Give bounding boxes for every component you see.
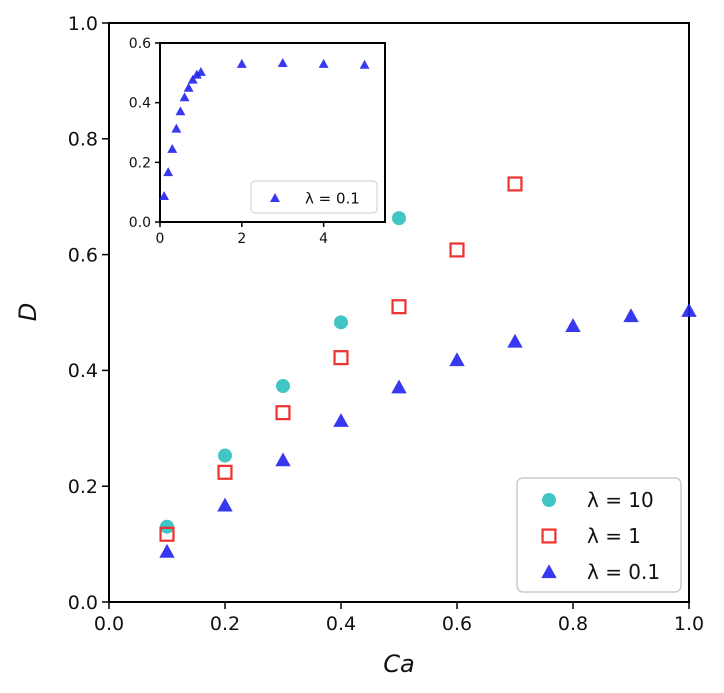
legend-marker bbox=[542, 493, 556, 507]
main-y-ticks: 0.0 0.2 0.4 0.6 0.8 1.0 bbox=[68, 13, 109, 614]
data-point bbox=[681, 303, 697, 317]
legend-label: λ = 1 bbox=[587, 524, 641, 548]
data-point bbox=[159, 543, 175, 558]
data-point bbox=[217, 464, 233, 480]
inset-legend-box bbox=[250, 180, 378, 214]
data-point bbox=[159, 191, 170, 201]
legend-label: λ = 0.1 bbox=[587, 560, 660, 584]
x-tick-label: 0 bbox=[156, 231, 165, 247]
x-tick-label: 0.4 bbox=[326, 613, 356, 635]
data-point bbox=[217, 497, 233, 512]
legend-label: λ = 0.1 bbox=[305, 189, 360, 207]
y-tick-label: 0.4 bbox=[129, 96, 151, 112]
data-point bbox=[183, 82, 194, 92]
data-point bbox=[359, 59, 370, 69]
y-tick-label: 0.4 bbox=[68, 360, 98, 382]
data-point bbox=[391, 379, 407, 394]
y-tick-label: 0.6 bbox=[68, 244, 98, 266]
data-point bbox=[275, 405, 291, 421]
data-point bbox=[623, 308, 639, 323]
data-point bbox=[236, 58, 247, 68]
x-axis-title: Ca bbox=[383, 650, 414, 678]
data-point bbox=[318, 58, 329, 68]
y-tick-label: 0.0 bbox=[129, 215, 151, 231]
data-point bbox=[163, 167, 174, 177]
inset-legend: λ = 0.1 bbox=[250, 180, 378, 214]
data-point bbox=[276, 379, 290, 394]
x-tick-label: 0.6 bbox=[442, 613, 472, 635]
x-tick-label: 2 bbox=[237, 231, 246, 247]
y-tick-label: 0.2 bbox=[129, 155, 151, 171]
data-point bbox=[507, 176, 523, 192]
data-point bbox=[334, 315, 348, 330]
y-tick-label: 0.8 bbox=[68, 129, 98, 151]
data-point bbox=[159, 526, 175, 542]
data-point bbox=[191, 69, 202, 79]
x-tick-label: 0.2 bbox=[210, 613, 240, 635]
data-point bbox=[167, 143, 178, 153]
data-point bbox=[507, 333, 523, 348]
inset-x-ticks: 0 2 4 bbox=[156, 222, 328, 247]
y-tick-label: 0.6 bbox=[129, 36, 151, 52]
main-data-points bbox=[159, 176, 697, 558]
data-point bbox=[449, 352, 465, 367]
data-point bbox=[392, 211, 406, 226]
legend-marker bbox=[541, 564, 557, 579]
x-tick-label: 4 bbox=[319, 231, 328, 247]
data-point bbox=[175, 106, 186, 116]
data-point bbox=[277, 58, 288, 67]
main-legend: λ = 10 λ = 1 λ = 0.1 bbox=[516, 477, 682, 593]
data-point bbox=[275, 452, 291, 467]
y-tick-label: 1.0 bbox=[68, 13, 98, 35]
main-x-ticks: 0.0 0.2 0.4 0.6 0.8 1.0 bbox=[94, 602, 704, 635]
y-tick-label: 0.2 bbox=[68, 476, 98, 498]
x-tick-label: 0.0 bbox=[94, 613, 124, 635]
data-point bbox=[565, 318, 581, 332]
data-point bbox=[391, 299, 407, 315]
data-point bbox=[187, 74, 198, 84]
data-point bbox=[449, 242, 465, 258]
data-point bbox=[333, 350, 349, 366]
inset-data-points bbox=[159, 58, 370, 201]
main-legend-box bbox=[516, 477, 682, 593]
data-point bbox=[218, 448, 232, 463]
inset-axes: 0 2 4 0.0 0.2 0.4 0.6 λ = 0.1 bbox=[129, 36, 386, 247]
x-tick-label: 1.0 bbox=[674, 613, 704, 635]
legend-marker bbox=[270, 193, 280, 202]
x-tick-label: 0.8 bbox=[558, 613, 588, 635]
data-point bbox=[195, 66, 206, 76]
y-tick-label: 0.0 bbox=[68, 592, 98, 614]
data-point bbox=[171, 123, 182, 133]
data-point bbox=[179, 92, 190, 102]
inset-y-ticks: 0.0 0.2 0.4 0.6 bbox=[129, 36, 160, 231]
data-point bbox=[333, 413, 349, 427]
y-axis-title: D bbox=[14, 303, 42, 321]
legend-marker bbox=[541, 528, 557, 544]
legend-label: λ = 10 bbox=[587, 488, 654, 512]
